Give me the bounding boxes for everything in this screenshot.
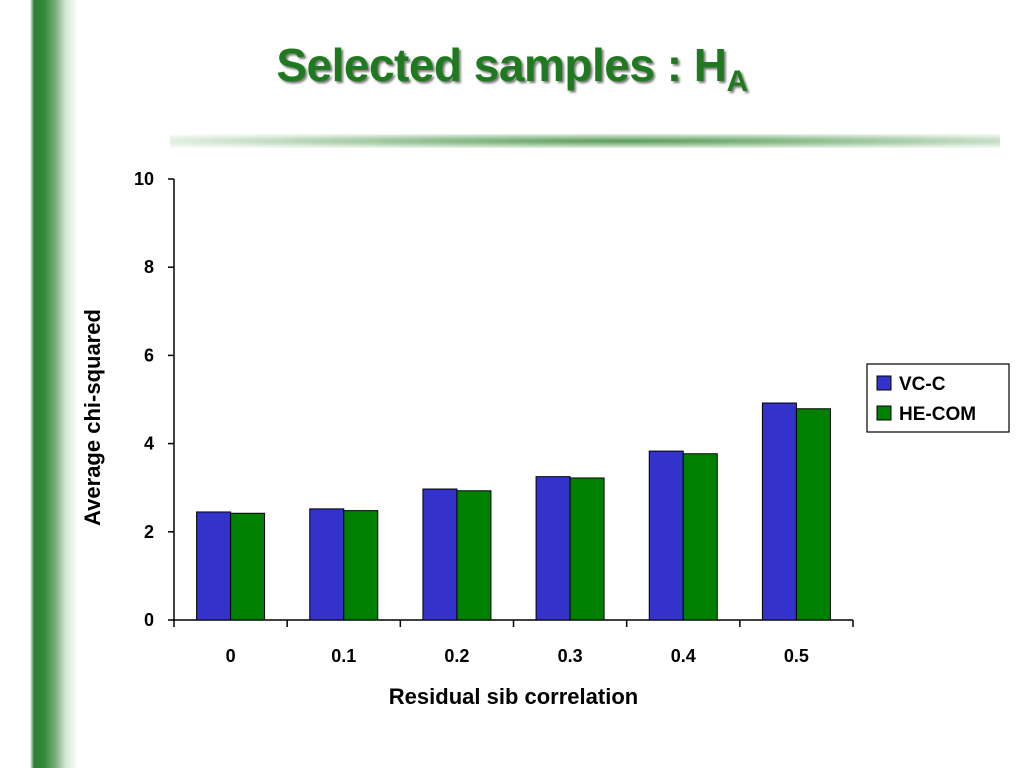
slide-title-subscript: A [726, 65, 749, 98]
y-tick-label-0: 0 [144, 610, 154, 630]
y-axis-title: Average chi-squared [80, 309, 105, 526]
y-tick-label-4: 8 [144, 257, 154, 277]
slide-title: Selected samples : HA [0, 38, 1024, 99]
bar-vc-c-2 [422, 488, 458, 621]
title-divider [170, 134, 1000, 148]
x-tick-label-5: 0.5 [784, 646, 809, 666]
bar-he-com-5 [795, 408, 831, 621]
x-tick-label-2: 0.2 [444, 646, 469, 666]
bar-vc-c-0 [196, 511, 232, 621]
bar-he-com-2 [456, 490, 492, 621]
bar-he-com-3 [569, 477, 605, 621]
x-tick-label-1: 0.1 [331, 646, 356, 666]
x-tick-label-3: 0.3 [558, 646, 583, 666]
bar-vc-c-1 [309, 508, 345, 621]
y-tick-label-2: 4 [144, 434, 154, 454]
y-tick-label-3: 6 [144, 345, 154, 365]
chart-legend: VC-C HE-COM [866, 363, 1010, 433]
bar-he-com-4 [682, 453, 718, 621]
x-tick-label-4: 0.4 [671, 646, 696, 666]
bar-vc-c-5 [761, 402, 797, 621]
legend-box [866, 363, 1010, 433]
legend-swatch-1 [876, 405, 892, 421]
chart-bars [196, 402, 831, 621]
y-tick-label-1: 2 [144, 522, 154, 542]
x-axis-title: Residual sib correlation [389, 684, 638, 709]
legend-label-0: VC-C [899, 374, 946, 395]
chart-axes [168, 178, 854, 627]
x-tick-label-0: 0 [226, 646, 236, 666]
y-tick-label-5: 10 [134, 169, 154, 189]
bar-he-com-1 [343, 510, 379, 621]
bar-vc-c-3 [535, 476, 571, 621]
bar-vc-c-4 [648, 450, 684, 621]
bar-he-com-0 [230, 512, 266, 621]
chart-labels: 0 2 4 6 8 10 0 0.1 0.2 0.3 0.4 0.5 Residual sib corr… [80, 169, 809, 709]
legend-swatch-0 [876, 375, 892, 391]
left-decorative-bar [0, 0, 80, 768]
slide-title-main: Selected samples : H [276, 39, 727, 91]
legend-label-1: HE-COM [899, 404, 976, 425]
